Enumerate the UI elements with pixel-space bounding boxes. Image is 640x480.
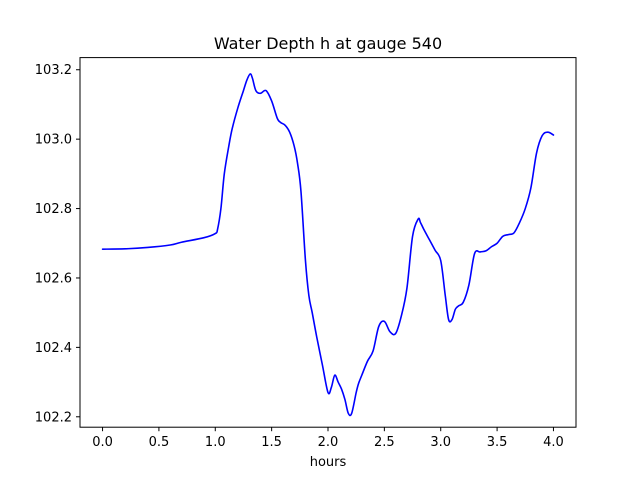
x-axis: 0.0 0.5 1.0 1.5 2.0 2.5 3.0 3.5 4.0 — [92, 427, 564, 450]
y-tick-label: 102.2 — [35, 410, 72, 425]
x-tick-label: 4.0 — [543, 435, 564, 450]
y-axis: 102.2 102.4 102.6 102.8 103.0 103.2 — [35, 63, 80, 425]
x-tick-label: 1.0 — [205, 435, 226, 450]
x-tick-label: 0.5 — [149, 435, 170, 450]
x-tick-label: 3.0 — [430, 435, 451, 450]
x-tick-label: 1.5 — [261, 435, 282, 450]
x-tick-label: 2.5 — [374, 435, 395, 450]
y-tick-label: 102.4 — [35, 341, 72, 356]
chart-title: Water Depth h at gauge 540 — [214, 34, 442, 53]
plot-area-frame — [79, 57, 577, 428]
y-tick-label: 102.6 — [35, 271, 72, 286]
water-depth-line — [101, 73, 555, 417]
x-tick-label: 0.0 — [92, 435, 113, 450]
x-axis-label: hours — [310, 455, 347, 470]
x-tick-label: 2.0 — [318, 435, 339, 450]
y-tick-label: 103.2 — [35, 63, 72, 78]
x-tick-label: 3.5 — [487, 435, 508, 450]
y-tick-label: 102.8 — [35, 202, 72, 217]
y-tick-label: 103.0 — [35, 133, 72, 148]
